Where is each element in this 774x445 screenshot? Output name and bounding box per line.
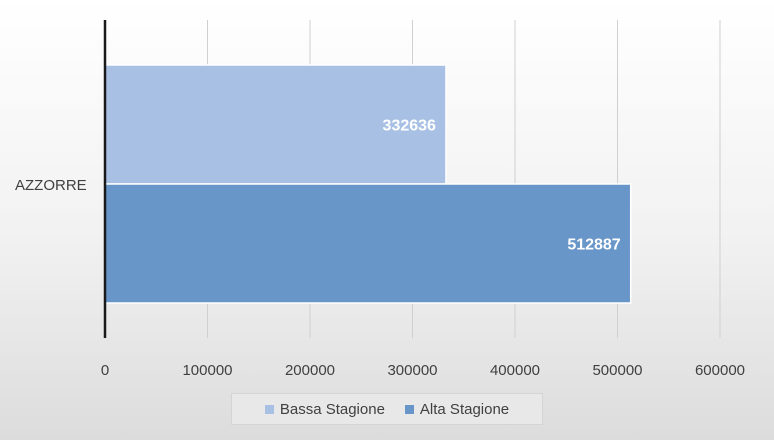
x-tick-label: 600000 xyxy=(695,362,745,379)
legend-swatch-bassa xyxy=(264,404,274,414)
legend-label-bassa: Bassa Stagione xyxy=(279,400,385,418)
data-label: 332636 xyxy=(383,118,436,135)
x-tick-label: 0 xyxy=(101,362,109,379)
legend-swatch-alta xyxy=(404,404,414,414)
bar-alta-stagione xyxy=(104,183,632,304)
category-label: AZZORRE xyxy=(15,177,87,194)
x-axis-ticks: 0 100000 200000 300000 400000 500000 600000 xyxy=(101,362,745,379)
bars: 332636 512887 xyxy=(104,64,632,304)
legend-item-alta: Alta Stagione xyxy=(404,400,510,418)
data-label: 512887 xyxy=(567,237,620,254)
legend: Bassa Stagione Alta Stagione xyxy=(231,393,543,425)
x-tick-label: 400000 xyxy=(490,362,540,379)
legend-item-bassa: Bassa Stagione xyxy=(264,400,385,418)
x-tick-label: 300000 xyxy=(387,362,437,379)
legend-label-alta: Alta Stagione xyxy=(419,400,510,418)
x-tick-label: 100000 xyxy=(182,362,232,379)
x-tick-label: 200000 xyxy=(285,362,335,379)
x-tick-label: 500000 xyxy=(592,362,642,379)
